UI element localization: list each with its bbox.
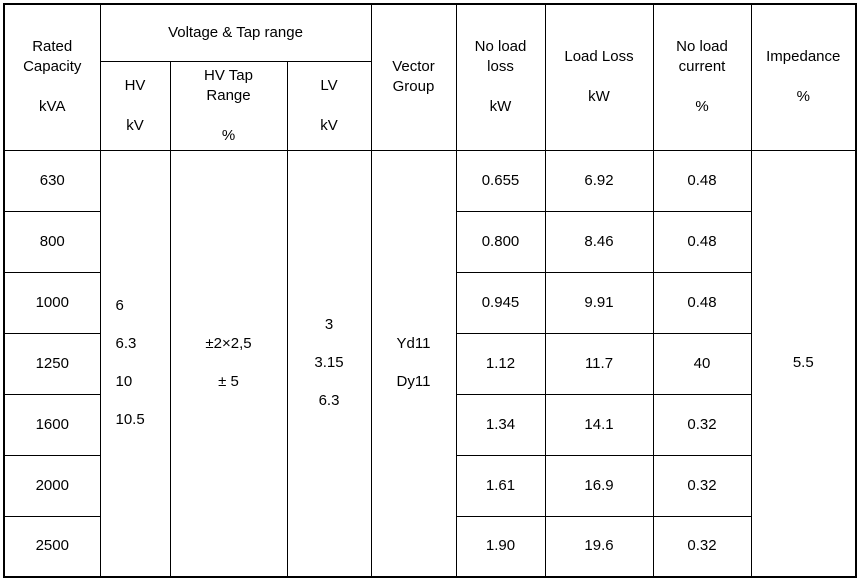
header-hv-tap-range-stack: HV Tap Range % (171, 66, 287, 146)
no-load-current-cell: 40 (652, 332, 752, 395)
header-hv-stack: HV kV (101, 76, 170, 136)
spec-row: 1600 1.34 14.1 0.32 (3, 393, 856, 456)
load-loss-cell: 8.46 (544, 210, 654, 273)
no-load-loss-cell: 1.61 (455, 454, 546, 517)
capacity-cell: 2000 (3, 454, 101, 517)
transformer-spec-table: Rated Capacity kVA Voltage & Tap range V… (3, 3, 857, 578)
header-rated-capacity-stack: Rated Capacity kVA (5, 37, 100, 117)
load-loss-cell: 19.6 (544, 515, 654, 578)
spec-row: 2000 1.61 16.9 0.32 (3, 454, 856, 517)
no-load-current-cell: 0.48 (652, 210, 752, 273)
spec-row: 800 0.800 8.46 0.48 (3, 210, 856, 273)
header-hv-unit: kV (126, 116, 144, 134)
no-load-current-cell: 0.32 (652, 515, 752, 578)
impedance-cell: 5.5 (750, 149, 857, 578)
no-load-loss-cell: 0.655 (455, 149, 546, 212)
capacity-cell: 2500 (3, 515, 101, 578)
header-rated-capacity-title: Rated Capacity (23, 38, 82, 76)
header-hv-tap-range-title: HV Tap Range (204, 66, 253, 104)
header-no-load-current-stack: No load current % (654, 37, 751, 117)
header-lv-unit: kV (320, 116, 338, 134)
no-load-current-cell: 0.32 (652, 393, 752, 456)
spec-row: 2500 1.90 19.6 0.32 (3, 515, 856, 578)
header-hv-tap-range-unit: % (221, 126, 236, 144)
no-load-loss-cell: 1.90 (455, 515, 546, 578)
header-no-load-loss-unit: kW (489, 98, 512, 116)
header-hv: HV kV (99, 60, 171, 151)
header-no-load-current: No load current % (652, 3, 752, 151)
capacity-cell: 800 (3, 210, 101, 273)
capacity-cell: 1600 (3, 393, 101, 456)
load-loss-cell: 14.1 (544, 393, 654, 456)
header-no-load-loss: No load loss kW (455, 3, 546, 151)
header-load-loss-title: Load Loss (564, 48, 634, 66)
vector-group-cell: Yd11 Dy11 (370, 149, 457, 578)
capacity-cell: 630 (3, 149, 101, 212)
no-load-loss-cell: 1.12 (455, 332, 546, 395)
load-loss-cell: 9.91 (544, 271, 654, 334)
header-load-loss: Load Loss kW (544, 3, 654, 151)
header-vector-group-title: Vector Group (392, 58, 435, 96)
header-vector-group: Vector Group (370, 3, 457, 151)
header-lv-stack: LV kV (288, 76, 371, 136)
header-lv: LV kV (286, 60, 372, 151)
no-load-loss-cell: 1.34 (455, 393, 546, 456)
header-impedance-title: Impedance (766, 48, 841, 66)
no-load-current-cell: 0.48 (652, 149, 752, 212)
load-loss-cell: 11.7 (544, 332, 654, 395)
header-no-load-loss-stack: No load loss kW (457, 37, 545, 117)
spec-row: 1000 0.945 9.91 0.48 (3, 271, 856, 334)
header-rated-capacity-unit: kVA (39, 98, 66, 116)
header-rated-capacity: Rated Capacity kVA (3, 3, 101, 151)
load-loss-cell: 16.9 (544, 454, 654, 517)
header-voltage-tap-range: Voltage & Tap range (99, 3, 372, 62)
no-load-loss-cell: 0.945 (455, 271, 546, 334)
hv-tap-values-cell: ±2×2,5 ± 5 (169, 149, 288, 578)
spec-row: 1250 1.12 11.7 40 (3, 332, 856, 395)
header-impedance-stack: Impedance % (752, 47, 856, 107)
load-loss-cell: 6.92 (544, 149, 654, 212)
hv-values-cell: 6 6.3 10 10.5 (99, 149, 171, 578)
no-load-current-cell: 0.32 (652, 454, 752, 517)
no-load-current-cell: 0.48 (652, 271, 752, 334)
spec-row: 630 6 6.3 10 10.5 ±2×2,5 ± 5 3 3.15 6.3 … (3, 149, 857, 578)
no-load-loss-cell: 0.800 (455, 210, 546, 273)
header-load-loss-stack: Load Loss kW (546, 47, 653, 107)
header-row-sub: HV kV HV Tap Range % LV kV (4, 60, 856, 151)
header-hv-tap-range: HV Tap Range % (169, 60, 288, 151)
header-impedance: Impedance % (750, 3, 857, 151)
header-no-load-current-unit: % (695, 98, 709, 116)
header-no-load-current-title: No load current (676, 38, 728, 76)
capacity-cell: 1000 (3, 271, 101, 334)
header-hv-title: HV (124, 76, 146, 94)
lv-values-cell: 3 3.15 6.3 (286, 149, 372, 578)
header-no-load-loss-title: No load loss (474, 38, 527, 76)
header-lv-title: LV (320, 76, 338, 94)
header-row-top: Rated Capacity kVA Voltage & Tap range V… (3, 3, 857, 151)
header-impedance-unit: % (796, 88, 810, 106)
capacity-cell: 1250 (3, 332, 101, 395)
header-load-loss-unit: kW (588, 88, 610, 106)
